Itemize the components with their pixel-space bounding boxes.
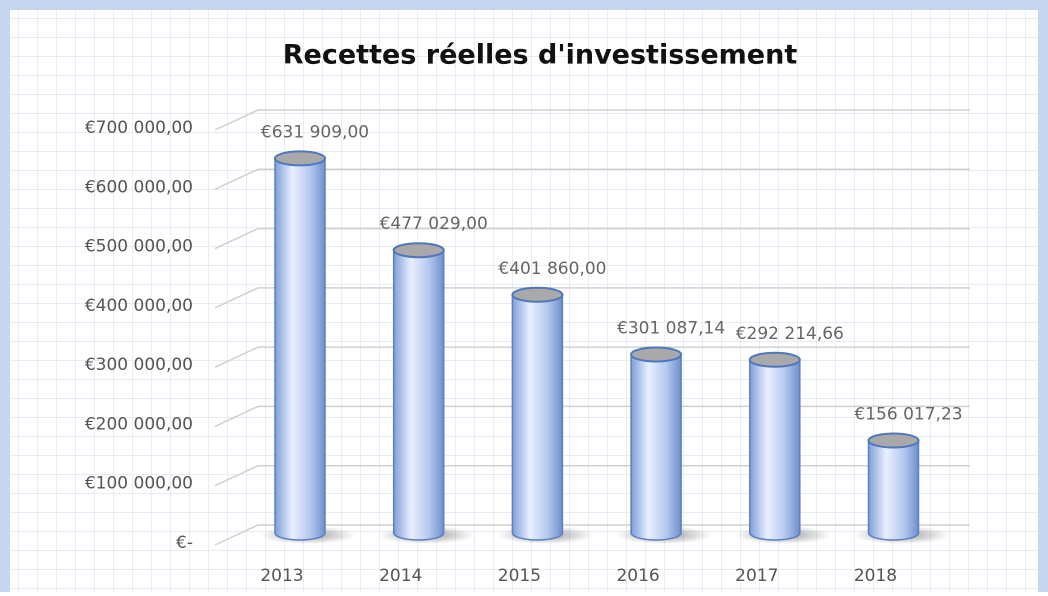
bar	[274, 150, 326, 541]
chart-title: Recettes réelles d'investissement	[283, 40, 798, 71]
bar-top	[748, 351, 801, 368]
x-tick-label: 2013	[260, 566, 303, 586]
grid-line	[214, 464, 970, 487]
bar	[511, 286, 564, 541]
x-tick-label: 2015	[498, 566, 541, 586]
y-tick-label: €600 000,00	[85, 177, 193, 197]
x-tick-label: 2014	[379, 566, 422, 586]
bar-top	[867, 432, 920, 449]
y-tick-label: €500 000,00	[85, 237, 193, 257]
x-tick-label: 2018	[854, 566, 897, 586]
value-label: €301 087,14	[617, 318, 725, 338]
x-tick-label: 2016	[616, 566, 659, 586]
bar-body	[749, 359, 801, 541]
value-label: €292 214,66	[736, 324, 844, 344]
grid-line	[214, 109, 970, 131]
bar	[392, 242, 445, 541]
value-label: €631 909,00	[261, 122, 369, 142]
grid-line	[214, 168, 970, 190]
grid-line	[214, 346, 970, 368]
grid-line	[214, 405, 970, 428]
bar	[630, 346, 683, 541]
bar-body	[392, 249, 445, 541]
value-label: €156 017,23	[854, 405, 962, 425]
grid-line	[214, 227, 970, 250]
bar-body	[274, 157, 326, 541]
y-tick-label: €300 000,00	[85, 355, 193, 375]
bar-top	[511, 286, 564, 303]
x-tick-label: 2017	[735, 566, 778, 586]
bar-top	[630, 346, 683, 363]
bar-top	[274, 150, 326, 167]
bar-body	[630, 353, 682, 541]
y-tick-label: €100 000,00	[85, 474, 193, 494]
bar-body	[867, 439, 920, 541]
value-label: €401 860,00	[498, 259, 606, 279]
grid-line	[214, 287, 970, 309]
bar-top	[392, 242, 445, 259]
bar	[867, 432, 920, 541]
grid-line	[214, 524, 970, 546]
y-tick-label: €200 000,00	[85, 414, 193, 434]
y-tick-label: €700 000,00	[85, 118, 193, 138]
y-tick-label: €400 000,00	[85, 296, 193, 316]
y-tick-label: €-	[176, 533, 193, 553]
bar-body	[511, 294, 564, 541]
value-label: €477 029,00	[380, 214, 488, 234]
bar	[748, 351, 801, 541]
